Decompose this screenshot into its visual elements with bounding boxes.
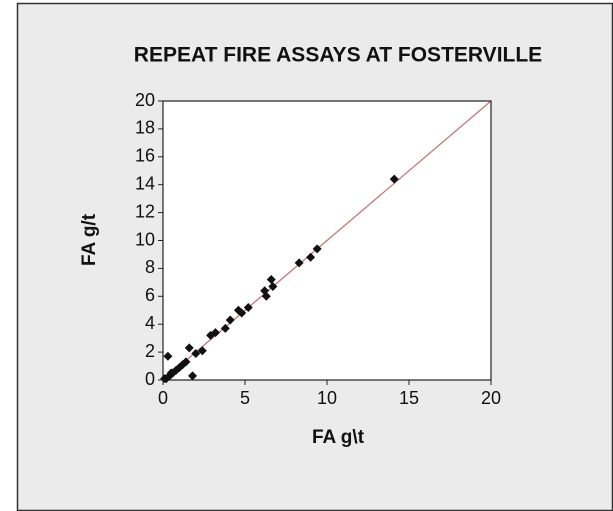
- y-tick-label: 16: [135, 146, 155, 166]
- y-axis-label: FA g/t: [79, 213, 100, 266]
- y-tick-label: 2: [145, 341, 155, 361]
- point: [206, 330, 216, 340]
- point: [188, 371, 198, 381]
- point: [191, 348, 201, 358]
- x-tick-label: 0: [158, 388, 168, 408]
- x-tick-label: 20: [481, 388, 501, 408]
- y-tick-label: 8: [145, 257, 155, 277]
- point: [197, 346, 207, 356]
- point: [163, 351, 173, 361]
- x-tick-label: 10: [317, 388, 337, 408]
- y-tick-label: 4: [145, 313, 155, 333]
- point: [243, 302, 253, 312]
- y-tick-label: 10: [135, 229, 155, 249]
- y-tick-label: 6: [145, 285, 155, 305]
- point: [225, 315, 235, 325]
- y-tick-label: 18: [135, 118, 155, 138]
- x-tick-label: 5: [240, 388, 250, 408]
- x-tick-label: 15: [399, 388, 419, 408]
- point: [184, 343, 194, 353]
- y-tick-label: 0: [145, 369, 155, 389]
- point: [181, 357, 191, 367]
- point: [268, 282, 278, 292]
- point: [260, 286, 270, 296]
- point: [266, 275, 276, 285]
- chart-title: REPEAT FIRE ASSAYS AT FOSTERVILLE: [134, 44, 542, 67]
- point: [233, 305, 243, 315]
- plot-border: [162, 100, 492, 381]
- point: [306, 252, 316, 262]
- point: [294, 258, 304, 268]
- point: [389, 174, 399, 184]
- y-tick-label: 14: [135, 173, 155, 193]
- y-tick-label: 20: [135, 90, 155, 110]
- point: [312, 244, 322, 254]
- x-axis-label: FA g\t: [312, 427, 365, 448]
- y-tick-label: 12: [135, 201, 155, 221]
- point: [220, 323, 230, 333]
